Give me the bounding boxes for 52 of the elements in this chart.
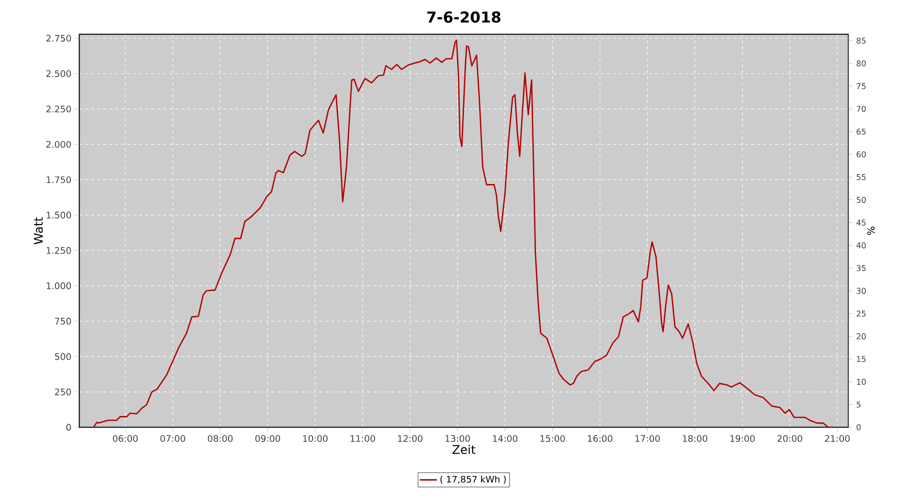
y2-tick-label: 15 (856, 356, 866, 362)
x-tick-label: 11:00 (350, 435, 375, 442)
y2-tick-label: 85 (856, 38, 866, 44)
y-tick-label: 0 (66, 424, 71, 431)
y2-tick-label: 70 (856, 106, 866, 112)
y2-tick-label: 30 (856, 288, 866, 294)
x-tick-label: 10:00 (303, 435, 328, 442)
y2-tick-label: 50 (856, 196, 866, 203)
y-tick-label: 2.750 (46, 34, 71, 42)
y2-tick-label: 20 (856, 333, 866, 340)
y2-axis-title: % (867, 226, 875, 235)
line-series (92, 40, 834, 428)
x-axis-title: Zeit (452, 444, 476, 454)
x-tick-label: 18:00 (682, 435, 708, 442)
y-tick-label: 2.250 (46, 106, 71, 112)
y-tick-label: 1.750 (46, 176, 71, 184)
y2-tick-label: 25 (856, 310, 866, 317)
y2-tick-label: 45 (856, 220, 866, 226)
x-tick-label: 09:00 (255, 435, 280, 442)
x-tick-label: 15:00 (540, 435, 565, 442)
y-tick-label: 1.500 (46, 212, 71, 218)
y2-tick-label: 10 (856, 378, 866, 385)
y2-tick-label: 75 (856, 83, 866, 90)
y-tick-label: 2.000 (46, 140, 71, 148)
x-tick-label: 20:00 (778, 435, 802, 442)
x-tick-label: 16:00 (588, 435, 612, 442)
y-tick-label: 500 (55, 353, 71, 360)
x-tick-label: 12:00 (398, 435, 422, 442)
x-tick-label: 14:00 (493, 435, 518, 442)
y2-tick-label: 40 (856, 242, 866, 248)
x-tick-label: 08:00 (208, 435, 233, 442)
y2-tick-label: 65 (856, 128, 866, 135)
y2-tick-label: 80 (856, 60, 866, 66)
y-tick-label: 1.250 (46, 247, 71, 254)
y2-tick-label: 35 (856, 265, 866, 272)
y2-tick-label: 5 (856, 402, 860, 408)
y2-tick-label: 0 (856, 424, 861, 430)
x-tick-label: 06:00 (112, 435, 138, 442)
chart-title: 7-6-2018 (427, 11, 500, 23)
y-tick-label: 750 (55, 318, 71, 325)
y-tick-label: 2.500 (46, 70, 71, 78)
y-axis-title: Watt (34, 217, 43, 244)
x-tick-label: 19:00 (730, 435, 755, 442)
legend-label: ( 17,857 kWh ) (440, 476, 506, 484)
x-tick-label: 17:00 (635, 435, 660, 442)
y-tick-label: 250 (54, 388, 71, 396)
y2-tick-label: 60 (856, 151, 866, 158)
y2-tick-label: 55 (856, 174, 866, 180)
x-tick-label: 13:00 (446, 435, 470, 442)
y-tick-label: 1.000 (46, 282, 71, 290)
x-tick-label: 21:00 (824, 435, 850, 442)
x-tick-label: 07:00 (160, 435, 186, 442)
